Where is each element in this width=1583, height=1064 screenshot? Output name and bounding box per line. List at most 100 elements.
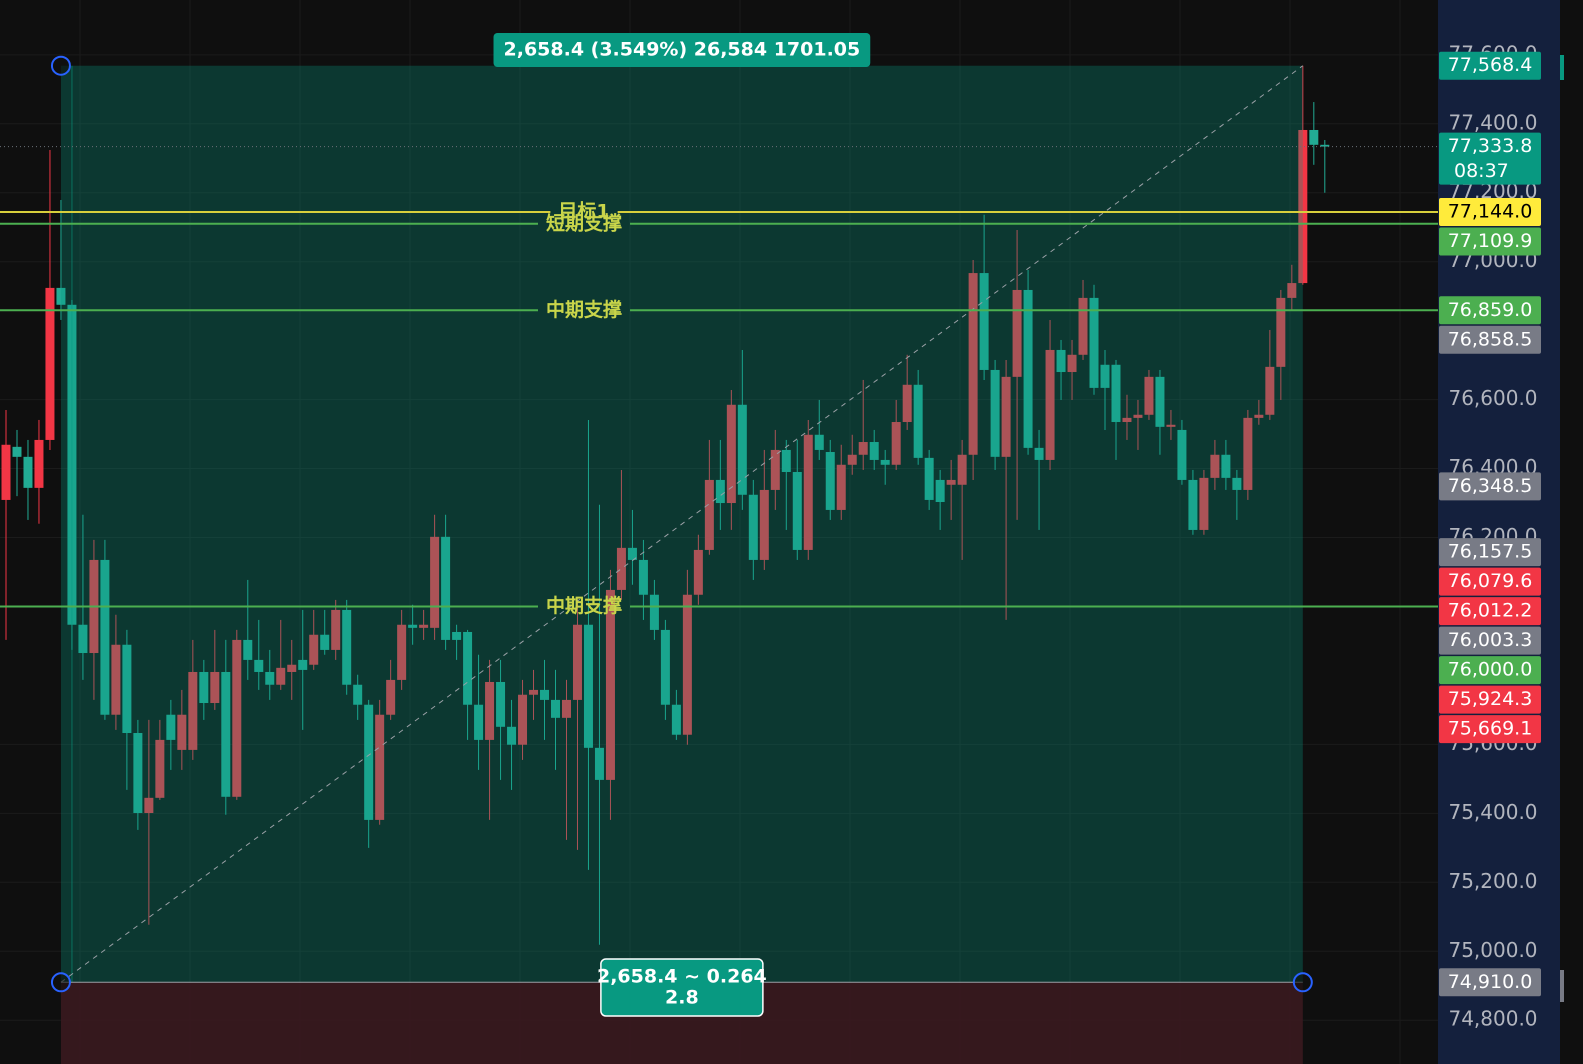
candle-body xyxy=(616,547,626,590)
price-tag xyxy=(1439,715,1541,744)
measure-label: 2,658.4 (3.549%) 26,584 1701.05 xyxy=(504,39,861,61)
candle-body xyxy=(452,631,462,640)
level-label: 目标1 xyxy=(558,201,609,223)
y-tick-label: 75,200.0 xyxy=(1448,869,1537,893)
candle-body xyxy=(276,667,286,685)
candle-body xyxy=(551,699,560,718)
candle-body xyxy=(232,639,242,797)
price-tag-label: 76,348.5 xyxy=(1448,475,1533,497)
candle-body xyxy=(979,273,989,370)
price-tag xyxy=(1439,472,1541,501)
candle-body xyxy=(627,547,637,560)
candle-body xyxy=(858,442,868,455)
candle-body xyxy=(869,442,879,460)
candle-body xyxy=(1320,144,1330,147)
candle-body xyxy=(792,472,802,550)
price-tag-label: 75,924.3 xyxy=(1448,688,1533,710)
candle-body xyxy=(1067,354,1077,373)
candle-body xyxy=(430,536,440,628)
measure-label-box xyxy=(493,33,871,67)
price-tag xyxy=(1439,597,1541,626)
price-tag xyxy=(1439,198,1541,227)
candle-body xyxy=(166,714,176,740)
y-tick-label: 74,800.0 xyxy=(1448,1007,1537,1031)
candle-body xyxy=(660,629,670,705)
candle-body xyxy=(715,479,725,504)
candle-body xyxy=(803,434,813,550)
measure-handle[interactable] xyxy=(1292,972,1313,993)
candle-body xyxy=(1111,364,1121,423)
candle-body xyxy=(1188,479,1198,530)
candle-body xyxy=(375,714,385,820)
level-label: 中期支撑 xyxy=(546,594,622,617)
price-tag-label: 76,858.5 xyxy=(1448,328,1533,350)
candle-body xyxy=(1199,477,1209,530)
candle-body xyxy=(1034,447,1044,460)
measure-handle[interactable] xyxy=(50,972,71,993)
candle-body xyxy=(100,559,110,715)
candle-body xyxy=(924,457,934,500)
candle-body xyxy=(781,449,791,473)
candle-body xyxy=(474,704,484,740)
candle-body xyxy=(540,689,550,700)
price-tag-label: 74,910.0 xyxy=(1448,971,1533,993)
price-tag-label: 75,669.1 xyxy=(1448,718,1533,740)
price-tag-label: 77,568.4 xyxy=(1448,54,1533,76)
candle-body xyxy=(133,733,143,813)
scrollbar-bottom xyxy=(1560,970,1564,1002)
candle-body xyxy=(12,446,22,457)
candle-body xyxy=(177,714,187,750)
candle-body xyxy=(671,704,681,735)
price-tag xyxy=(1439,51,1541,80)
candle-body xyxy=(386,679,396,715)
candle-body xyxy=(583,624,593,748)
candle-body xyxy=(1298,129,1308,284)
candle-body xyxy=(507,726,517,745)
candle-body xyxy=(957,454,967,485)
candle-body xyxy=(572,624,582,700)
candle-body xyxy=(309,634,319,665)
measure-footer-text: 2.8 xyxy=(665,987,699,1009)
measure-handle[interactable] xyxy=(50,55,71,76)
price-tag-label: 76,859.0 xyxy=(1448,299,1533,321)
candle-body xyxy=(836,464,846,510)
y-tick-label: 75,400.0 xyxy=(1448,800,1537,824)
scrollbar-top xyxy=(1560,55,1564,80)
candle-body xyxy=(594,747,604,780)
candle-body xyxy=(1056,349,1066,373)
candle-body xyxy=(935,479,945,503)
candle-body xyxy=(1309,129,1319,145)
candle-body xyxy=(748,494,758,560)
candle-body xyxy=(1210,454,1220,478)
candle-body xyxy=(188,671,198,750)
candle-body xyxy=(1012,289,1022,377)
candle-body xyxy=(342,609,352,685)
candle-body xyxy=(737,404,747,495)
candle-body xyxy=(1232,477,1242,490)
candle-body xyxy=(649,594,659,630)
candle-body xyxy=(408,624,418,628)
candle-body xyxy=(518,694,528,745)
candle-body xyxy=(1155,376,1165,427)
candle-body xyxy=(1023,289,1033,448)
candle-body xyxy=(1,444,11,500)
candle-body xyxy=(1100,364,1110,388)
candle-body xyxy=(990,369,1000,457)
candle-body xyxy=(529,689,539,695)
candle-body xyxy=(199,671,209,704)
measure-footer-box xyxy=(600,958,764,1017)
candle-body xyxy=(155,739,165,798)
candle-body xyxy=(243,639,253,660)
price-tag-label: 76,003.3 xyxy=(1448,629,1533,651)
candle-body xyxy=(968,273,978,455)
candle-body xyxy=(902,384,912,423)
candle-body xyxy=(1089,297,1099,388)
candle-body xyxy=(1001,376,1011,457)
level-label: 短期支撑 xyxy=(546,211,622,234)
candle-body xyxy=(34,439,44,488)
candle-body xyxy=(1265,366,1275,415)
candle-body xyxy=(638,559,648,595)
candle-body xyxy=(880,459,890,465)
